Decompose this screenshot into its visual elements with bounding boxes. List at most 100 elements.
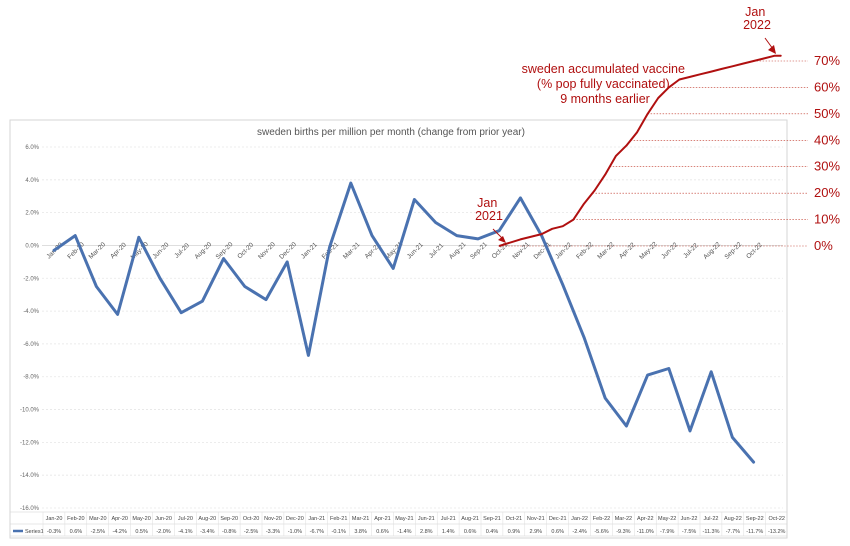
births-point — [688, 429, 692, 433]
right-tick-label: 70% — [814, 53, 840, 68]
right-tick-label: 60% — [814, 79, 840, 94]
vaccine-annotation: sweden accumulated vaccine (% pop fully … — [522, 62, 689, 106]
vaccine-point — [498, 245, 500, 247]
vaccine-point — [562, 225, 564, 227]
births-point — [328, 245, 331, 249]
table-header-cell: Apr-22 — [637, 516, 654, 522]
births-point — [476, 237, 480, 241]
births-point — [222, 257, 225, 260]
table-header-cell: Dec-20 — [286, 516, 304, 522]
table-value-cell: 0.4% — [486, 529, 499, 535]
vaccine-point — [700, 73, 702, 75]
vaccine-point — [636, 131, 638, 133]
vaccine-point — [678, 78, 681, 81]
births-point — [137, 236, 140, 239]
y-tick-label: 6.0% — [25, 145, 39, 151]
table-header-cell: Feb-20 — [67, 516, 84, 522]
jan-2021-arrow-head — [498, 236, 506, 243]
table-header-cell: Jan-20 — [46, 516, 63, 522]
vaccine-point — [668, 86, 670, 89]
births-point — [264, 298, 268, 301]
births-point — [561, 283, 564, 287]
legend-series-name: Series1 — [25, 529, 44, 535]
table-header-cell: Aug-22 — [724, 516, 742, 522]
births-point — [413, 198, 416, 201]
y-tick-label: -14.0% — [20, 473, 40, 479]
vaccine-point — [572, 218, 575, 221]
table-value-cell: 0.6% — [376, 529, 389, 535]
chart-title: sweden births per million per month (cha… — [257, 127, 525, 138]
vaccine-point — [731, 65, 734, 67]
chart-frame — [9, 119, 788, 539]
vaccine-point — [583, 203, 585, 205]
right-tick-label: 0% — [814, 238, 833, 253]
births-point — [752, 460, 755, 464]
table-value-cell: -3.4% — [200, 529, 214, 535]
births-point — [667, 367, 670, 370]
table-header-cell: May-20 — [132, 516, 150, 522]
table-value-cell: -1.0% — [288, 529, 302, 535]
vaccine-point — [594, 189, 596, 192]
births-point — [498, 229, 501, 232]
table-header-cell: Feb-21 — [330, 516, 347, 522]
table-header-cell: May-22 — [658, 516, 676, 522]
vaccine-point — [774, 55, 776, 57]
y-tick-label: 2.0% — [25, 211, 39, 217]
table-header-cell: Jan-22 — [571, 516, 588, 522]
births-point — [286, 260, 289, 264]
table-value-cell: 1.4% — [442, 529, 455, 535]
table-header-cell: Mar-21 — [352, 516, 369, 522]
births-point — [604, 396, 607, 400]
births-point — [519, 196, 522, 200]
table-value-cell: -1.4% — [397, 529, 411, 535]
y-axis-ticks: 6.0% 4.0% 2.0% 0.0% -2.0% -4.0% -6.0% -8.0% -10.… — [20, 145, 40, 512]
table-header-cell: Oct-20 — [243, 516, 260, 522]
table-header-cell: Dec-21 — [549, 516, 567, 522]
vaccine-point — [615, 155, 617, 157]
vaccine-point — [689, 76, 691, 78]
jan-2021-line-1: Jan — [477, 196, 497, 210]
table-header-cell: May-21 — [395, 516, 413, 522]
vaccine-annotation-line-2: (% pop fully vaccinated) — [537, 77, 670, 91]
vaccine-point — [742, 63, 744, 65]
table-value-cell: -2.0% — [156, 529, 170, 535]
table-value-cell: -11.0% — [637, 529, 654, 535]
right-tick-label: 10% — [814, 212, 840, 227]
right-tick-label: 20% — [814, 185, 840, 200]
table-header-cell: Jul-21 — [441, 516, 456, 522]
births-point — [243, 285, 246, 288]
table-value-cell: 0.6% — [464, 529, 477, 535]
vaccine-point — [647, 113, 649, 115]
table-value-cell: 2.9% — [530, 529, 543, 535]
jan-2022-line-1: Jan — [745, 5, 765, 19]
table-header-cell: Jan-21 — [308, 516, 325, 522]
table-value-cell: 0.6% — [551, 529, 564, 535]
births-point — [95, 285, 98, 288]
table-value-cell: -0.1% — [332, 529, 346, 535]
births-point — [370, 234, 374, 237]
table-header-cell: Aug-20 — [198, 516, 216, 522]
table-value-cell: 0.6% — [70, 529, 83, 535]
table-value-cell: -11.7% — [746, 529, 763, 535]
births-point — [74, 234, 77, 237]
table-value-cell: -5.6% — [594, 529, 608, 535]
jan-2022-line-2: 2022 — [743, 18, 771, 32]
table-value-cell: 0.5% — [135, 529, 148, 535]
y-tick-label: -2.0% — [23, 276, 39, 282]
vaccine-point — [780, 55, 782, 57]
births-line — [52, 181, 756, 464]
y-tick-label: -8.0% — [23, 375, 39, 381]
table-value-cell: -7.7% — [726, 529, 740, 535]
table-value-cell: -11.3% — [702, 529, 719, 535]
table-value-cell: -0.3% — [47, 529, 61, 535]
births-point — [625, 424, 628, 428]
table-value-cell: 2.8% — [420, 529, 433, 535]
table-header-cell: Jul-22 — [704, 516, 719, 522]
vaccine-point — [710, 70, 712, 73]
table-value-cell: 0.9% — [508, 529, 521, 535]
table-value-cell: -2.4% — [572, 529, 586, 535]
table-value-cell: -7.5% — [682, 529, 696, 535]
table-header-cell: Apr-21 — [374, 516, 391, 522]
table-header-cell: Oct-22 — [768, 516, 785, 522]
vaccine-point — [763, 57, 765, 59]
